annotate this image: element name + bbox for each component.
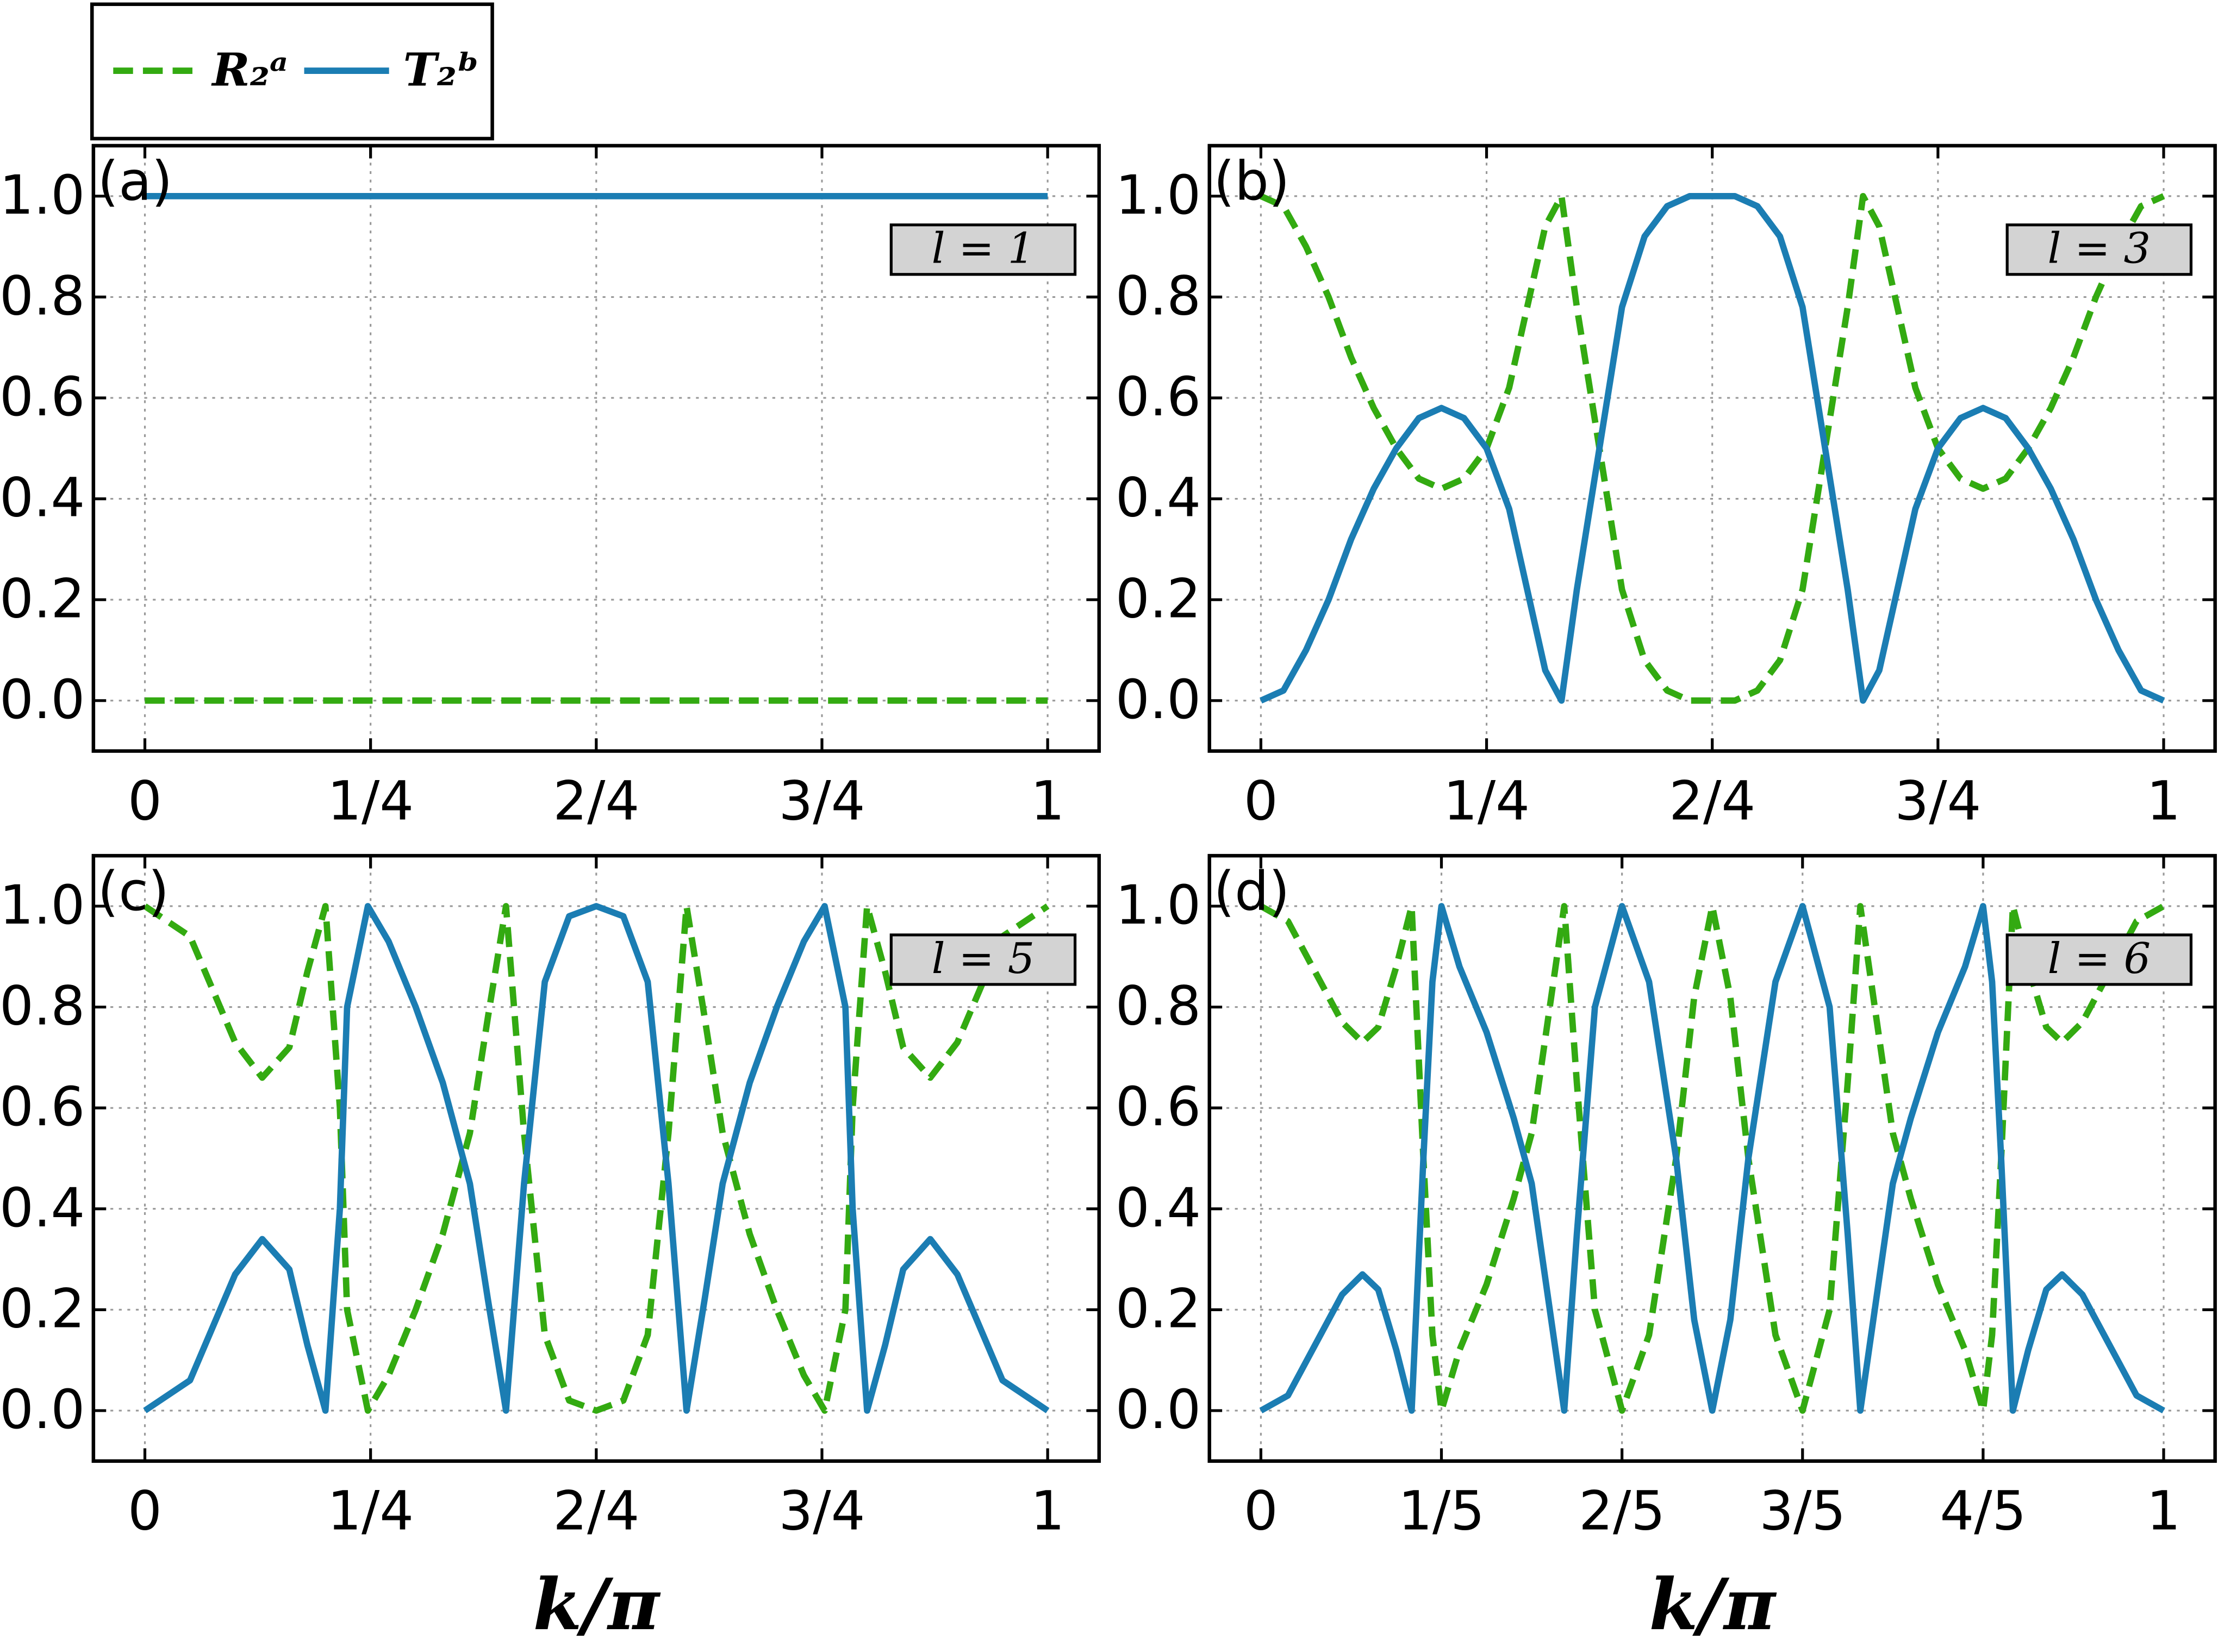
y-tick-label: 0.2 [1116,568,1201,630]
frame [1207,144,2217,753]
x-tick-label: 1 [2147,770,2181,832]
line-series [143,903,1050,1414]
panel-label: (d) [1214,861,1290,923]
x-tick-label: 3/4 [1895,770,1981,832]
y-tick-label: 0.2 [1116,1277,1201,1340]
panel-label: (a) [98,151,173,213]
annotation-box [889,933,1077,986]
line-series [1259,903,2165,1414]
y-tick-label: 0.4 [0,1177,85,1239]
x-tick-label: 0 [128,770,162,832]
annotation: l = 6 [2047,934,2151,983]
x-tick-label: 2/5 [1579,1480,1665,1542]
legend-label: T₂ᵇ [403,43,479,96]
y-tick-label: 0.4 [1116,1177,1201,1239]
y-tick-label: 0.8 [1116,265,1201,327]
y-tick-label: 1.0 [0,874,85,937]
y-tick-label: 0.8 [1116,975,1201,1038]
frame [91,144,1101,753]
frame [1207,853,2217,1463]
x-tick-label: 1/4 [327,1480,414,1542]
x-tick-label: 1/4 [327,770,414,832]
y-tick-label: 0.0 [0,1379,85,1441]
x-tick-label: 0 [1244,1480,1278,1542]
y-tick-label: 0.2 [0,1277,85,1340]
y-tick-label: 0.4 [1116,467,1201,529]
x-tick-label: 3/4 [778,770,865,832]
y-tick-label: 0.6 [1116,366,1201,428]
x-tick-label: 0 [128,1480,162,1542]
line-series [1260,192,2165,704]
x-tick-label: 3/5 [1759,1480,1846,1542]
y-tick-label: 0.0 [1116,669,1201,731]
annotation-box [2005,933,2193,986]
y-tick-label: 0.8 [0,265,85,327]
x-tick-label: 4/5 [1940,1480,2026,1542]
y-tick-label: 0.0 [1116,1379,1201,1441]
line-series [143,903,1050,1414]
y-tick-label: 0.0 [0,669,85,731]
y-tick-label: 0.6 [0,1076,85,1138]
y-tick-label: 0.4 [0,467,85,529]
annotation-box [889,223,1077,276]
x-tick-label: 0 [1244,770,1278,832]
panel-label: (b) [1214,151,1290,213]
y-tick-label: 0.6 [1116,1076,1201,1138]
annotation: l = 5 [932,934,1035,983]
y-tick-label: 0.8 [0,975,85,1038]
x-tick-label: 1 [2147,1480,2181,1542]
panel-label: (c) [98,861,170,923]
x-tick-label: 3/4 [778,1480,865,1542]
legend-label: R₂ᵃ [211,43,288,96]
annotation: l = 3 [2047,225,2151,273]
x-axis-label: k/π [1649,1563,1777,1646]
x-tick-label: 1/5 [1398,1480,1485,1542]
line-series [1259,903,2165,1414]
x-tick-label: 2/4 [553,770,639,832]
y-tick-label: 1.0 [1116,874,1201,937]
line-series [1260,192,2165,704]
annotation: l = 1 [932,225,1035,273]
x-tick-label: 1 [1031,770,1065,832]
x-tick-label: 1 [1031,1480,1065,1542]
annotation-box [2005,223,2193,276]
x-tick-label: 2/4 [1669,770,1755,832]
x-tick-label: 1/4 [1443,770,1530,832]
y-tick-label: 0.6 [0,366,85,428]
y-tick-label: 1.0 [1116,164,1201,227]
frame [91,853,1101,1463]
y-tick-label: 0.2 [0,568,85,630]
x-axis-label: k/π [533,1563,661,1646]
x-tick-label: 2/4 [553,1480,639,1542]
y-tick-label: 1.0 [0,164,85,227]
